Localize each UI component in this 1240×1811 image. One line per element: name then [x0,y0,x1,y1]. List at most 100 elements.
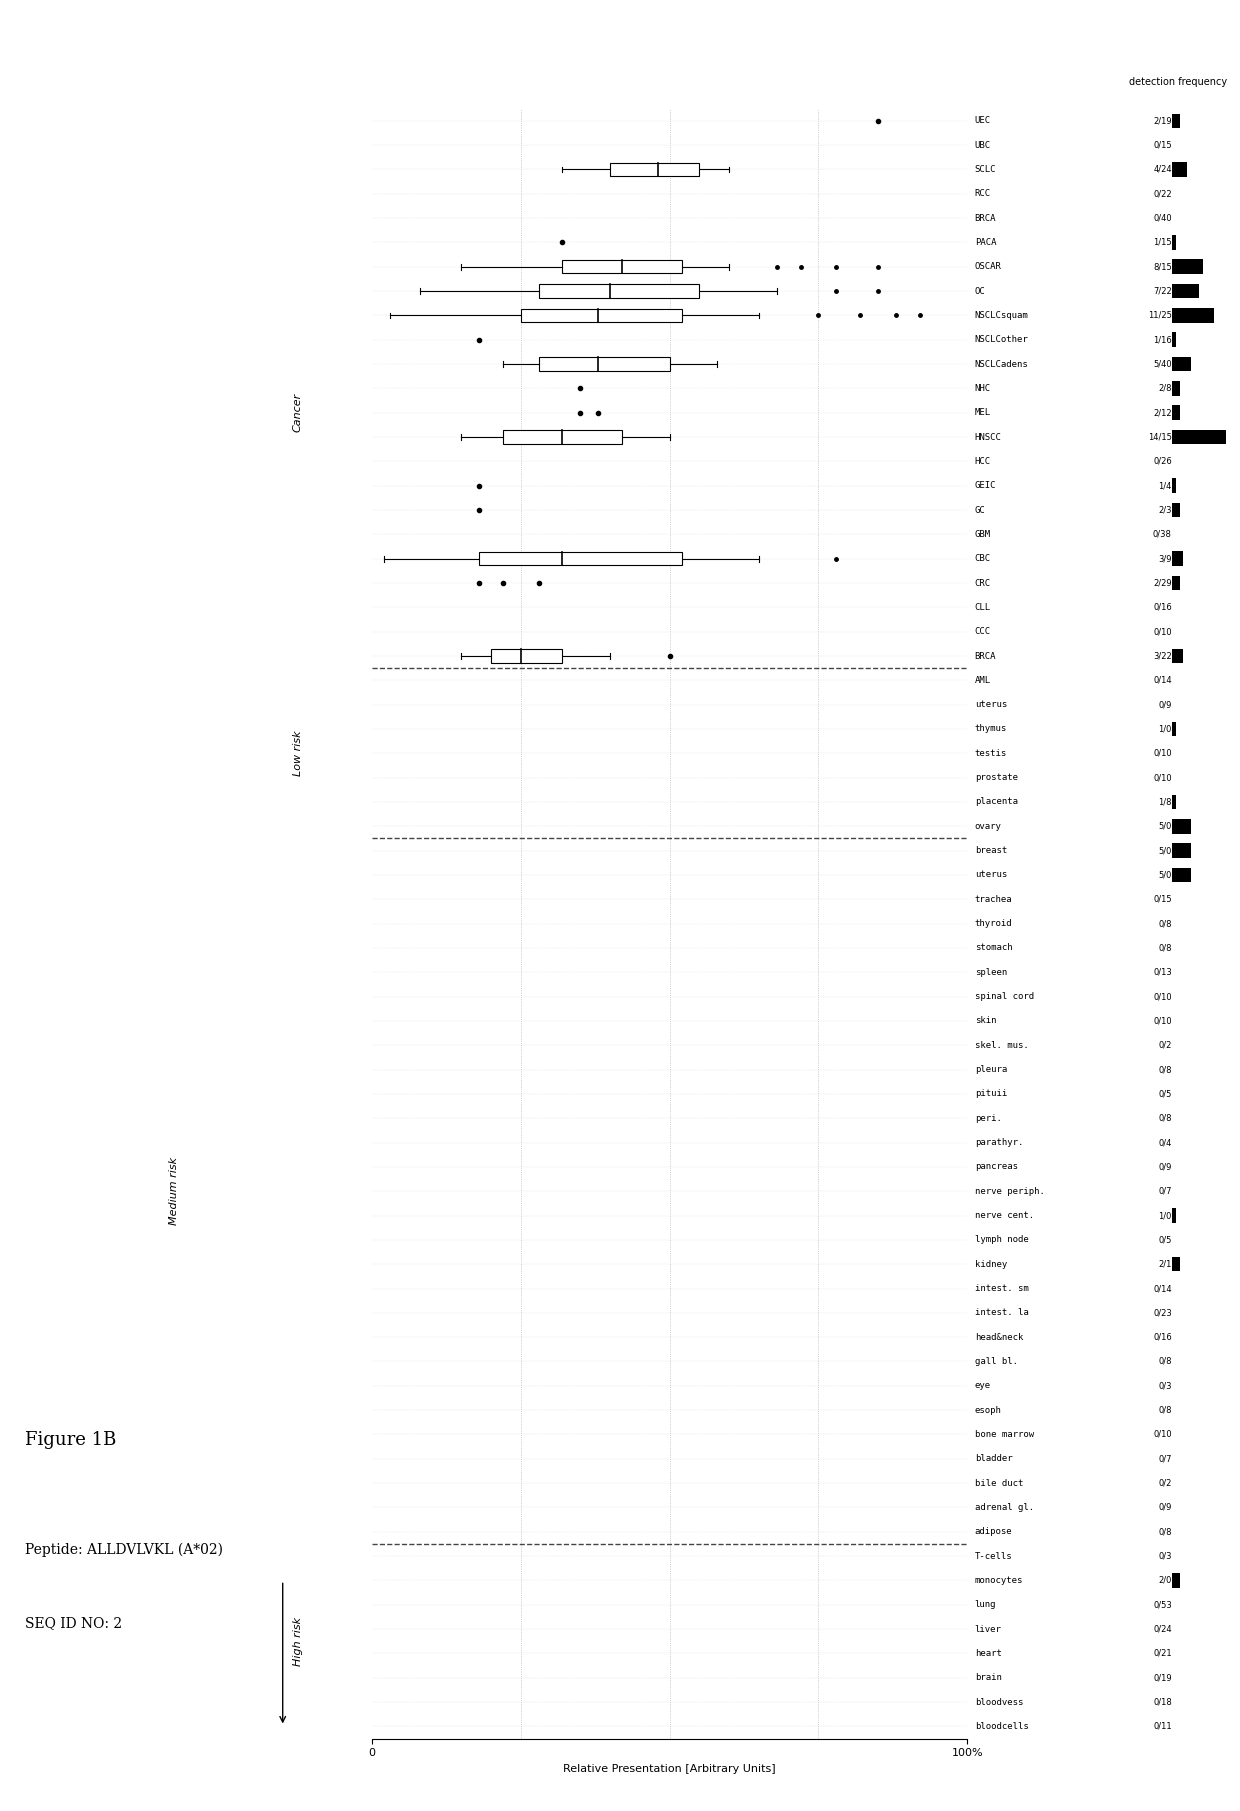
Text: brain: brain [975,1673,1002,1682]
Text: placenta: placenta [975,797,1018,806]
Bar [1172,844,1192,858]
Text: SCLC: SCLC [975,165,996,174]
Bar [1172,380,1179,397]
Bar [1172,406,1179,420]
Text: bladder: bladder [975,1454,1012,1463]
Text: Figure 1B: Figure 1B [25,1431,117,1449]
Text: 0/10: 0/10 [1153,992,1172,1001]
Text: 0/5: 0/5 [1158,1090,1172,1099]
Bar [1172,308,1214,322]
Bar [1172,1257,1179,1271]
Text: 1/4: 1/4 [1158,482,1172,491]
Text: Peptide: ALLDVLVKL (A*02): Peptide: ALLDVLVKL (A*02) [25,1543,223,1557]
Text: 0/9: 0/9 [1158,1503,1172,1512]
Text: detection frequency: detection frequency [1128,76,1228,87]
Text: NSCLCsquam: NSCLCsquam [975,311,1028,321]
Text: 0/24: 0/24 [1153,1624,1172,1634]
Text: CBC: CBC [975,554,991,563]
Text: peri.: peri. [975,1114,1002,1123]
Text: prostate: prostate [975,773,1018,782]
Bar [521,308,682,322]
Text: Cancer: Cancer [293,393,303,433]
Text: spinal cord: spinal cord [975,992,1034,1001]
Text: 5/0: 5/0 [1158,846,1172,855]
Text: 1/16: 1/16 [1153,335,1172,344]
Text: UBC: UBC [975,141,991,150]
Text: 0/8: 0/8 [1158,1527,1172,1536]
Bar [1172,163,1188,177]
Text: pleura: pleura [975,1065,1007,1074]
Text: GEIC: GEIC [975,482,996,491]
Text: 2/0: 2/0 [1158,1576,1172,1585]
Text: 0/14: 0/14 [1153,1284,1172,1293]
Text: 0/9: 0/9 [1158,701,1172,710]
Text: 0/22: 0/22 [1153,190,1172,197]
Text: HCC: HCC [975,456,991,465]
Text: bloodcells: bloodcells [975,1722,1028,1731]
Text: parathyr.: parathyr. [975,1137,1023,1146]
Bar [1172,551,1183,567]
Text: nerve cent.: nerve cent. [975,1212,1034,1221]
Text: High risk: High risk [293,1617,303,1666]
Text: pituii: pituii [975,1090,1007,1099]
Text: adrenal gl.: adrenal gl. [975,1503,1034,1512]
Text: skel. mus.: skel. mus. [975,1041,1028,1050]
Text: 1/15: 1/15 [1153,237,1172,246]
Text: T-cells: T-cells [975,1552,1012,1561]
Text: bone marrow: bone marrow [975,1431,1034,1440]
Text: adipose: adipose [975,1527,1012,1536]
Bar [1172,357,1192,371]
Text: 0/2: 0/2 [1158,1041,1172,1050]
Bar [1172,867,1192,882]
Text: 0/19: 0/19 [1153,1673,1172,1682]
Text: 7/22: 7/22 [1153,286,1172,295]
Text: 0/10: 0/10 [1153,1016,1172,1025]
Text: 0/2: 0/2 [1158,1478,1172,1487]
Text: eye: eye [975,1382,991,1391]
Text: liver: liver [975,1624,1002,1634]
Bar [1172,235,1176,250]
Text: 0/10: 0/10 [1153,773,1172,782]
Text: nerve periph.: nerve periph. [975,1186,1044,1195]
Text: 0/8: 0/8 [1158,1405,1172,1414]
Bar [538,357,670,371]
Text: esoph: esoph [975,1405,1002,1414]
Text: NHC: NHC [975,384,991,393]
Bar [1172,1208,1176,1222]
Text: thymus: thymus [975,724,1007,733]
Text: Medium risk: Medium risk [169,1157,179,1226]
Text: 2/8: 2/8 [1158,384,1172,393]
Text: heart: heart [975,1650,1002,1657]
Text: BRCA: BRCA [975,652,996,661]
Text: 4/24: 4/24 [1153,165,1172,174]
Text: gall bl.: gall bl. [975,1356,1018,1365]
Text: HNSCC: HNSCC [975,433,1002,442]
Text: head&neck: head&neck [975,1333,1023,1342]
Text: UEC: UEC [975,116,991,125]
Text: 0/3: 0/3 [1158,1382,1172,1391]
Text: 1/0: 1/0 [1158,1212,1172,1221]
Text: RCC: RCC [975,190,991,197]
Bar [1172,503,1179,518]
Text: 1/0: 1/0 [1158,724,1172,733]
Bar [1172,259,1203,273]
Text: lung: lung [975,1601,996,1610]
Text: AML: AML [975,676,991,685]
Text: 0/10: 0/10 [1153,748,1172,757]
Text: monocytes: monocytes [975,1576,1023,1585]
Text: SEQ ID NO: 2: SEQ ID NO: 2 [25,1615,122,1630]
Text: 0/16: 0/16 [1153,603,1172,612]
Text: lymph node: lymph node [975,1235,1028,1244]
Text: stomach: stomach [975,944,1012,953]
Text: ovary: ovary [975,822,1002,831]
Text: 0/8: 0/8 [1158,1114,1172,1123]
Text: 5/0: 5/0 [1158,822,1172,831]
Text: 2/29: 2/29 [1153,578,1172,587]
Text: MEL: MEL [975,407,991,417]
Bar [1172,648,1183,663]
Text: 0/16: 0/16 [1153,1333,1172,1342]
Text: 0/8: 0/8 [1158,1065,1172,1074]
Text: 0/18: 0/18 [1153,1697,1172,1706]
Text: 0/10: 0/10 [1153,627,1172,636]
Text: CLL: CLL [975,603,991,612]
